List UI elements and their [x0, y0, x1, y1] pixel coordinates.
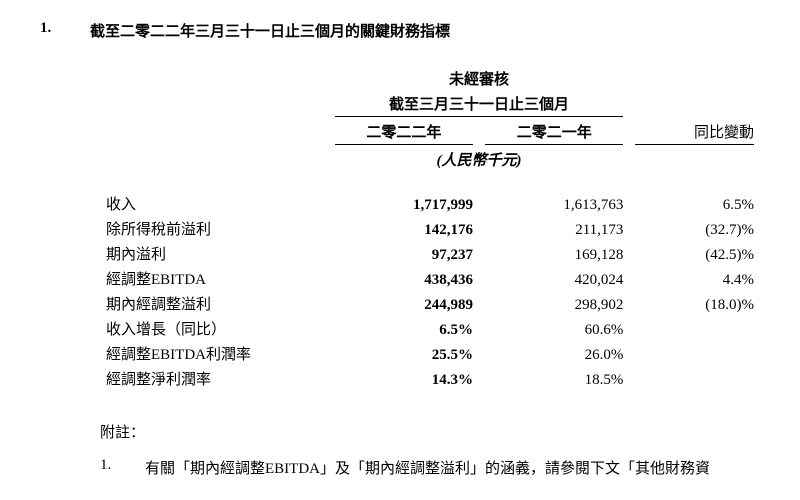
header-unaudited: 未經審核 — [449, 72, 509, 88]
cell-2021: 420,024 — [479, 266, 629, 291]
cell-change: (18.0)% — [629, 291, 760, 316]
cell-2022: 142,176 — [329, 216, 479, 241]
row-label: 經調整淨利潤率 — [100, 366, 329, 391]
financial-table: 未經審核 截至三月三十一日止三個月 二零二二年 二零二一年 — [100, 66, 760, 391]
cell-change — [629, 366, 760, 391]
cell-change: (32.7)% — [629, 216, 760, 241]
header-period: 截至三月三十一日止三個月 — [389, 97, 569, 113]
note-item: 1. 有關「期內經調整EBITDA」及「期內經調整溢利」的涵義，請參閱下文「其他財… — [100, 457, 760, 478]
notes-label: 附註： — [100, 421, 760, 442]
cell-2022: 97,237 — [329, 241, 479, 266]
section-number: 1. — [40, 20, 60, 41]
row-label: 經調整EBITDA — [100, 266, 329, 291]
cell-change: 4.4% — [629, 266, 760, 291]
col-header-change: 同比變動 — [694, 125, 754, 141]
row-label: 除所得稅前溢利 — [100, 216, 329, 241]
cell-change: (42.5)% — [629, 241, 760, 266]
table-row: 期內經調整溢利244,989298,902(18.0)% — [100, 291, 760, 316]
cell-2022: 25.5% — [329, 341, 479, 366]
table-row: 收入1,717,9991,613,7636.5% — [100, 191, 760, 216]
row-label: 收入 — [100, 191, 329, 216]
row-label: 收入增長（同比） — [100, 316, 329, 341]
cell-2022: 14.3% — [329, 366, 479, 391]
table-row: 除所得稅前溢利142,176211,173(32.7)% — [100, 216, 760, 241]
section-header: 1. 截至二零二二年三月三十一日止三個月的關鍵財務指標 — [40, 20, 760, 41]
row-label: 經調整EBITDA利潤率 — [100, 341, 329, 366]
note-text: 有關「期內經調整EBITDA」及「期內經調整溢利」的涵義，請參閱下文「其他財務資 — [145, 457, 710, 478]
col-header-2021: 二零二一年 — [517, 125, 592, 141]
cell-2021: 211,173 — [479, 216, 629, 241]
row-label: 期內溢利 — [100, 241, 329, 266]
cell-2021: 18.5% — [479, 366, 629, 391]
table-row: 經調整EBITDA利潤率25.5%26.0% — [100, 341, 760, 366]
cell-2022: 6.5% — [329, 316, 479, 341]
cell-2021: 26.0% — [479, 341, 629, 366]
notes-section: 附註： 1. 有關「期內經調整EBITDA」及「期內經調整溢利」的涵義，請參閱下文… — [100, 421, 760, 478]
cell-2021: 1,613,763 — [479, 191, 629, 216]
table-row: 經調整淨利潤率14.3%18.5% — [100, 366, 760, 391]
table-row: 經調整EBITDA438,436420,0244.4% — [100, 266, 760, 291]
section-title: 截至二零二二年三月三十一日止三個月的關鍵財務指標 — [90, 20, 450, 41]
note-number: 1. — [100, 457, 120, 478]
col-header-2022: 二零二二年 — [366, 125, 441, 141]
cell-change: 6.5% — [629, 191, 760, 216]
cell-2022: 438,436 — [329, 266, 479, 291]
table-row: 收入增長（同比）6.5%60.6% — [100, 316, 760, 341]
unit-label: (人民幣千元) — [437, 153, 522, 169]
row-label: 期內經調整溢利 — [100, 291, 329, 316]
cell-2022: 244,989 — [329, 291, 479, 316]
cell-2021: 298,902 — [479, 291, 629, 316]
cell-2021: 60.6% — [479, 316, 629, 341]
cell-2022: 1,717,999 — [329, 191, 479, 216]
table-row: 期內溢利97,237169,128(42.5)% — [100, 241, 760, 266]
cell-change — [629, 316, 760, 341]
cell-change — [629, 341, 760, 366]
cell-2021: 169,128 — [479, 241, 629, 266]
